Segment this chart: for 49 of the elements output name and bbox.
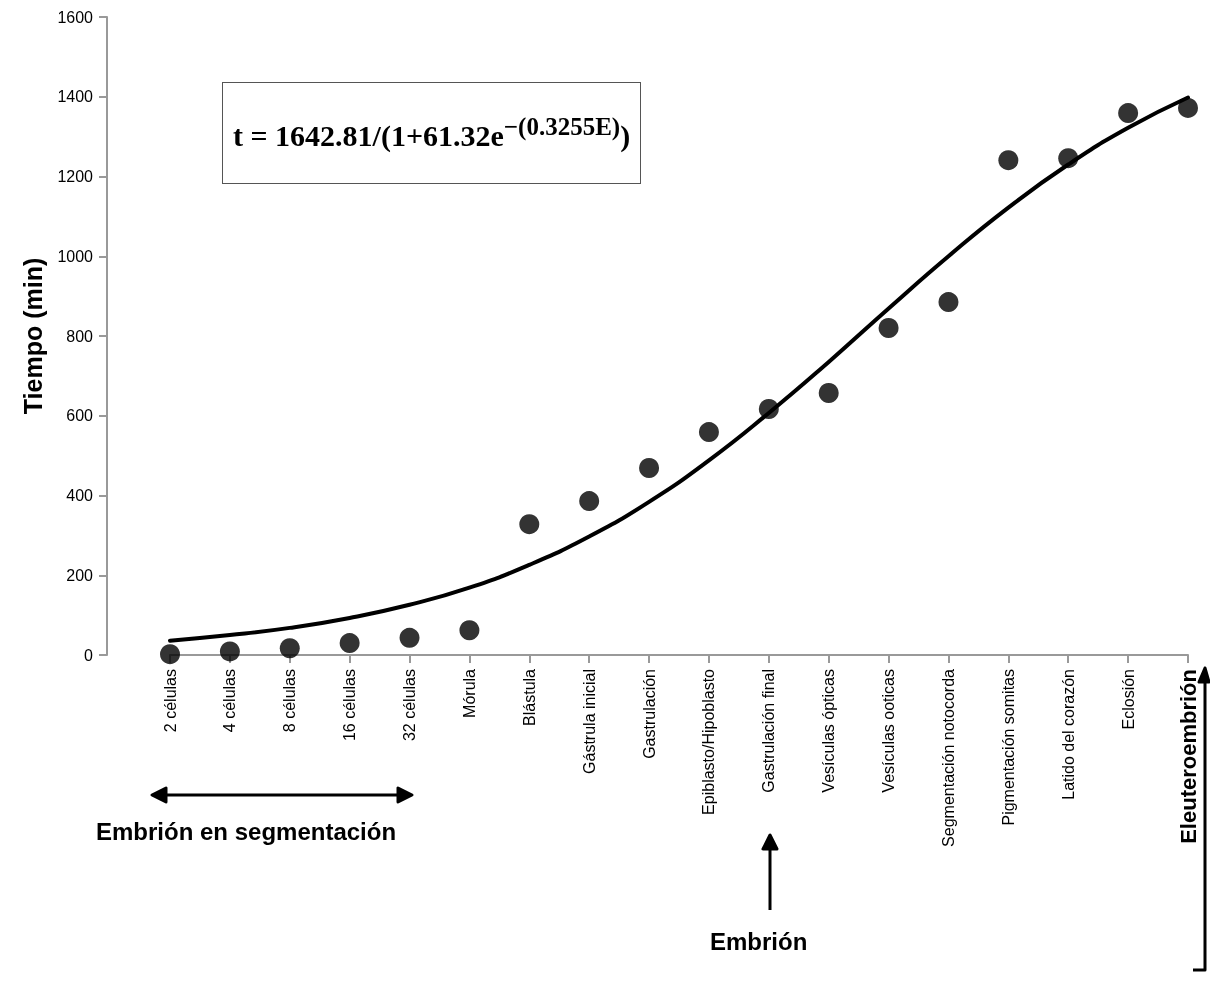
y-tick-label: 400: [66, 487, 94, 504]
x-tick-label: Gastrulación: [640, 669, 658, 759]
x-tick-label: 4 células: [221, 669, 239, 733]
annotation: t = 1642.81/(1+61.32e$^{−(0.3255E)}$): [222, 82, 642, 184]
point: [698, 422, 719, 443]
x-tick-label: Epiblasto/Hipoblasto: [700, 668, 718, 815]
point: [519, 514, 540, 535]
x-tick-label: Vesículas ooticas: [880, 669, 898, 793]
x-tick-label: Latido del corazón: [1059, 669, 1077, 800]
point: [818, 383, 839, 404]
point: [1118, 103, 1139, 124]
x-tick-label: 2 células: [161, 669, 179, 733]
point: [459, 620, 480, 641]
point: [938, 292, 959, 313]
x-tick-label: 16 células: [341, 669, 359, 742]
x-tick-label: Gástrula inicial: [580, 669, 598, 774]
x-tick-label: Gastrulación final: [760, 669, 778, 793]
text: Embrión en segmentación: [96, 818, 397, 846]
y-tick-label: 800: [66, 327, 94, 345]
y-tick-label: 1400: [57, 88, 94, 106]
y-tick-label: 0: [84, 646, 94, 664]
x-tick-label: Eclosión: [1119, 669, 1137, 730]
point: [160, 644, 180, 665]
y-axis-title: Tiempo (min): [18, 257, 47, 415]
point: [1058, 148, 1079, 169]
x-tick-label: Mórula: [460, 668, 478, 718]
x-tick-label: 8 células: [281, 669, 299, 733]
x-tick-label: Pigmentación somitas: [999, 669, 1017, 826]
point: [639, 457, 660, 478]
point: [279, 638, 300, 659]
x-tick-label: Blástula: [520, 668, 538, 726]
y-tick-label: 1000: [57, 247, 94, 265]
y-tick-label: 200: [66, 566, 94, 584]
x-tick-label: 32 células: [401, 669, 419, 742]
point: [758, 398, 779, 419]
y-tick-label: 1200: [57, 168, 94, 185]
point: [579, 491, 600, 512]
point: [339, 633, 360, 654]
point: [219, 641, 240, 662]
x-tick-label: Segmentación notocorda: [939, 668, 957, 847]
text: Embrión: [710, 928, 808, 956]
point: [878, 318, 899, 339]
x-tick-label: Vesículas ópticas: [820, 669, 838, 793]
x-tick-label: Eleuteroembrión: [1175, 669, 1201, 844]
point: [998, 150, 1019, 171]
y-tick-label: 1600: [57, 8, 94, 26]
point: [1178, 97, 1198, 118]
y-tick-label: 600: [66, 407, 94, 425]
point: [399, 627, 420, 648]
